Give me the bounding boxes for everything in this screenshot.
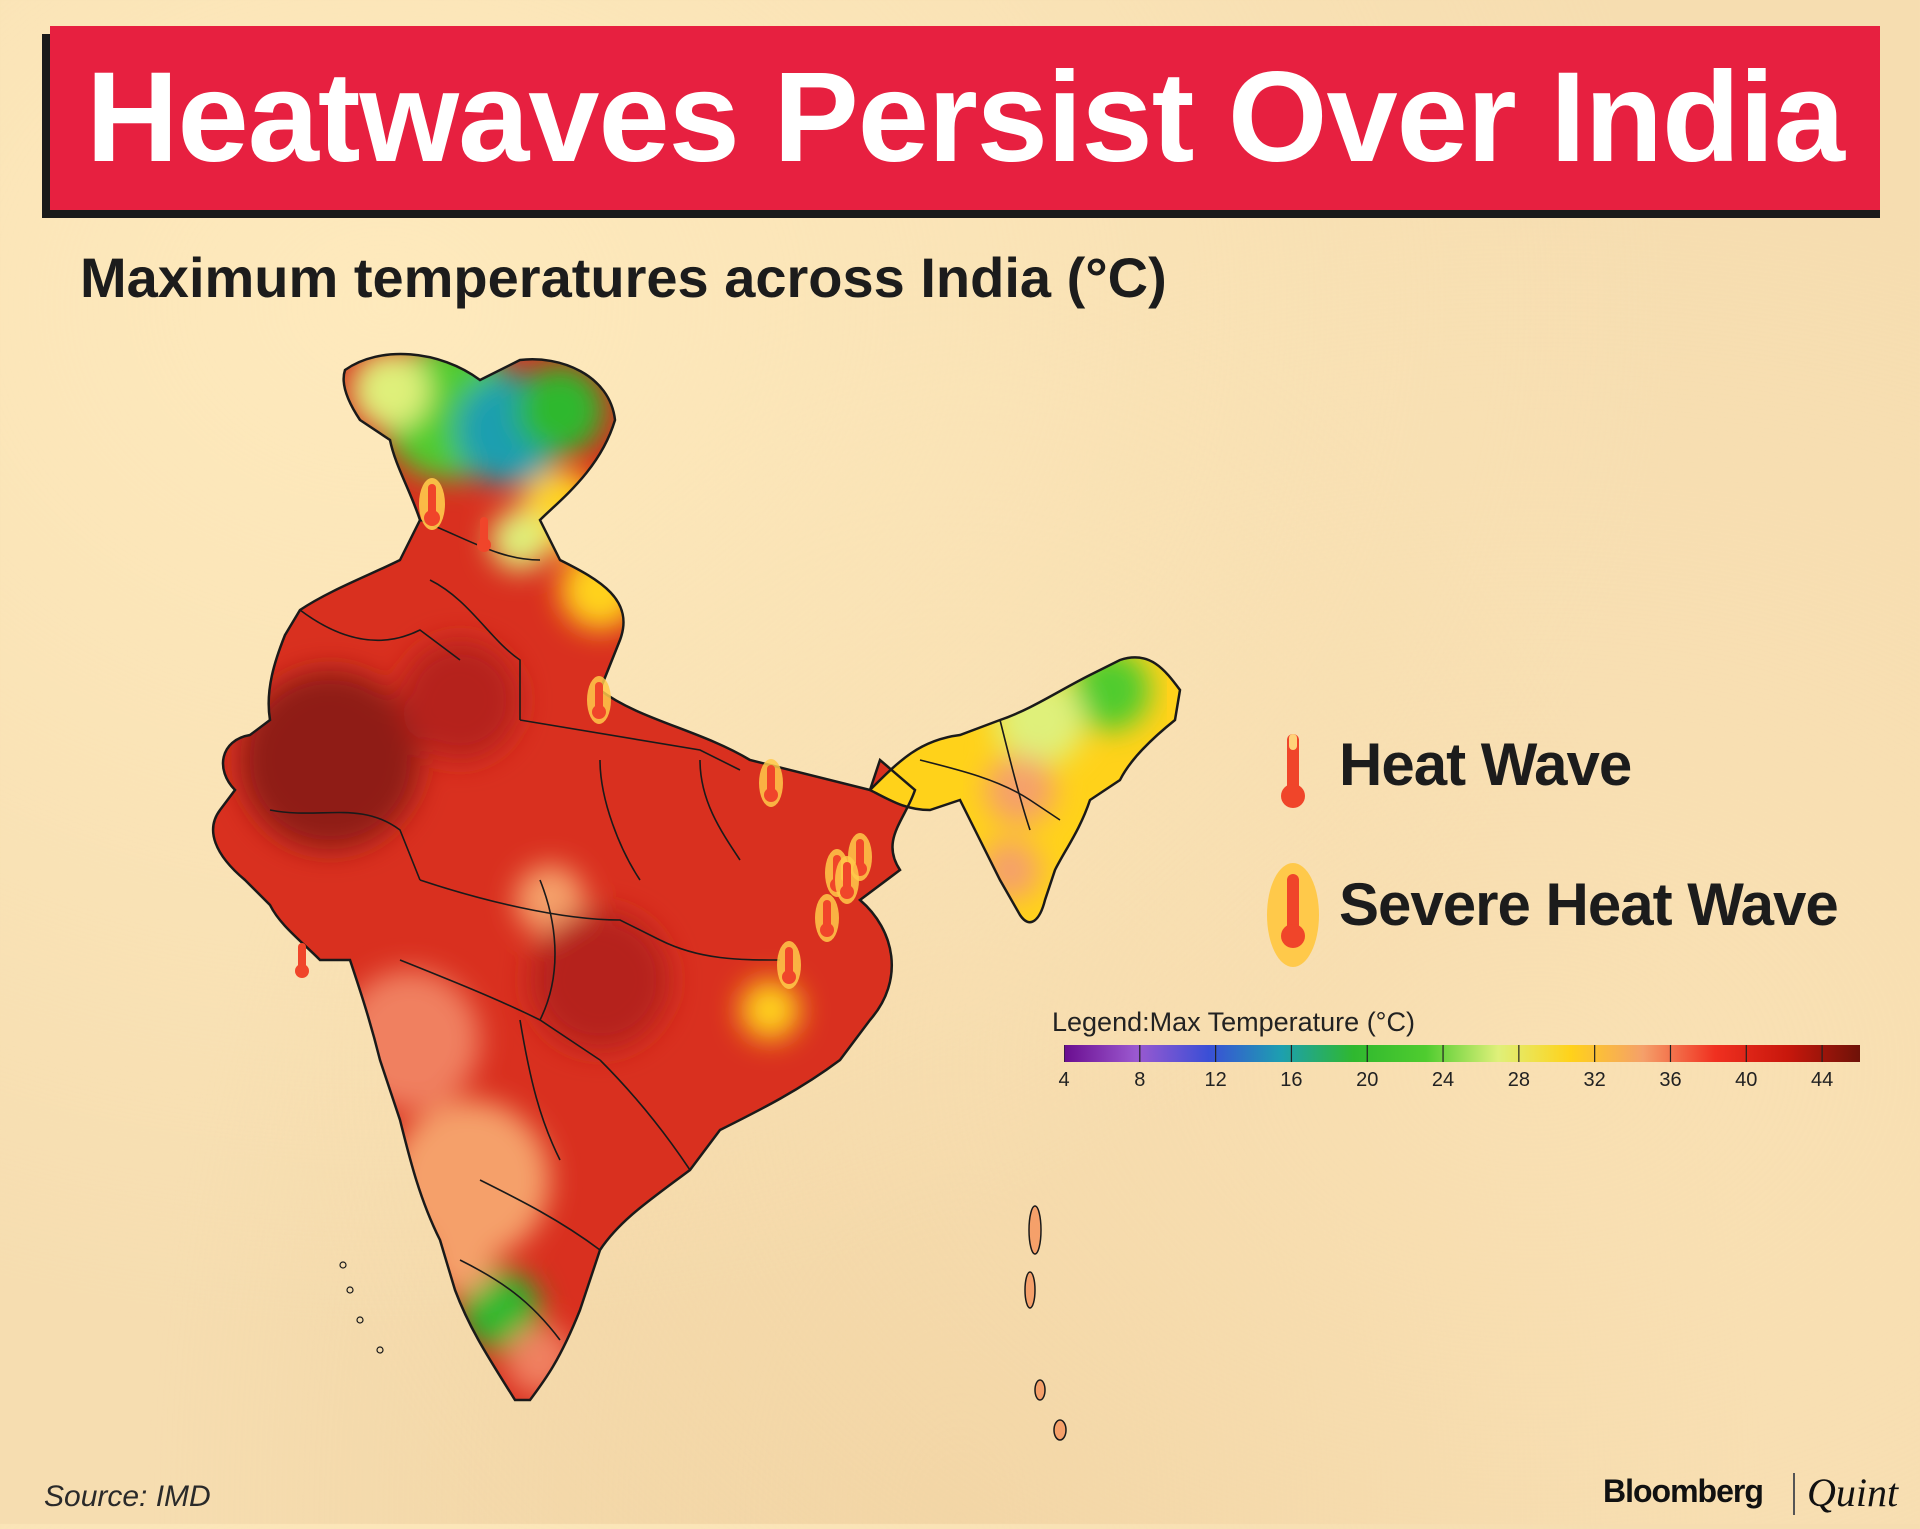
legend-tick-label: 36 bbox=[1659, 1069, 1682, 1091]
brand-logo: Bloomberg Quint bbox=[1603, 1465, 1903, 1525]
severe-heat-wave-marker bbox=[835, 856, 859, 904]
title-banner: Heatwaves Persist Over India bbox=[50, 26, 1880, 210]
heat-wave-markers bbox=[295, 478, 872, 989]
heat-wave-label: Heat Wave bbox=[1339, 731, 1632, 798]
legend-tick-label: 16 bbox=[1280, 1069, 1303, 1091]
legend-tick-label: 24 bbox=[1431, 1069, 1455, 1091]
legend-tick-label: 4 bbox=[1058, 1069, 1070, 1091]
legend-tick-label: 8 bbox=[1134, 1069, 1146, 1091]
northeast-outline bbox=[867, 656, 1182, 924]
marker-key: Heat Wave Severe Heat Wave bbox=[1265, 720, 1865, 967]
heat-wave-marker bbox=[477, 517, 491, 552]
brand-divider bbox=[1793, 1473, 1795, 1515]
brand-secondary: Quint bbox=[1807, 1470, 1899, 1515]
mainland-outline bbox=[211, 352, 917, 1402]
severe-heat-wave-icon bbox=[1267, 863, 1319, 967]
page-title: Heatwaves Persist Over India bbox=[86, 46, 1845, 189]
map-subtitle: Maximum temperatures across India (°C) bbox=[80, 246, 1167, 309]
key-heat-wave: Heat Wave bbox=[1265, 720, 1865, 830]
severe-heat-wave-marker bbox=[815, 894, 839, 942]
severe-heat-wave-label: Severe Heat Wave bbox=[1339, 871, 1839, 938]
temperature-legend: Legend:Max Temperature (°C) 4 8 12 16 20 24 28… bbox=[1050, 1007, 1860, 1091]
severe-heat-wave-marker bbox=[777, 941, 801, 989]
lakshadweep-islands bbox=[339, 1261, 384, 1354]
legend-tick-label: 40 bbox=[1735, 1069, 1758, 1091]
source-note: Source: IMD bbox=[44, 1480, 211, 1513]
state-boundaries bbox=[269, 519, 1061, 1341]
legend-title: Legend:Max Temperature (°C) bbox=[1052, 1007, 1415, 1037]
legend-tick-label: 28 bbox=[1507, 1069, 1530, 1091]
legend-tick-label: 12 bbox=[1204, 1069, 1227, 1091]
heat-wave-icon bbox=[1281, 734, 1305, 808]
severe-heat-wave-marker bbox=[587, 676, 611, 724]
legend-tick-label: 32 bbox=[1583, 1069, 1606, 1091]
heat-wave-marker bbox=[295, 943, 309, 978]
northeast-heat-field bbox=[870, 657, 1180, 923]
brand-primary: Bloomberg bbox=[1603, 1473, 1764, 1509]
severe-heat-wave-marker bbox=[759, 759, 783, 807]
andaman-islands bbox=[1024, 1205, 1067, 1441]
severe-heat-wave-marker bbox=[419, 478, 445, 530]
legend-tick-label: 44 bbox=[1810, 1069, 1834, 1091]
legend-color-bar bbox=[1064, 1045, 1860, 1062]
legend-tick-label: 20 bbox=[1356, 1069, 1379, 1091]
key-severe-heat-wave: Severe Heat Wave bbox=[1265, 860, 1865, 970]
